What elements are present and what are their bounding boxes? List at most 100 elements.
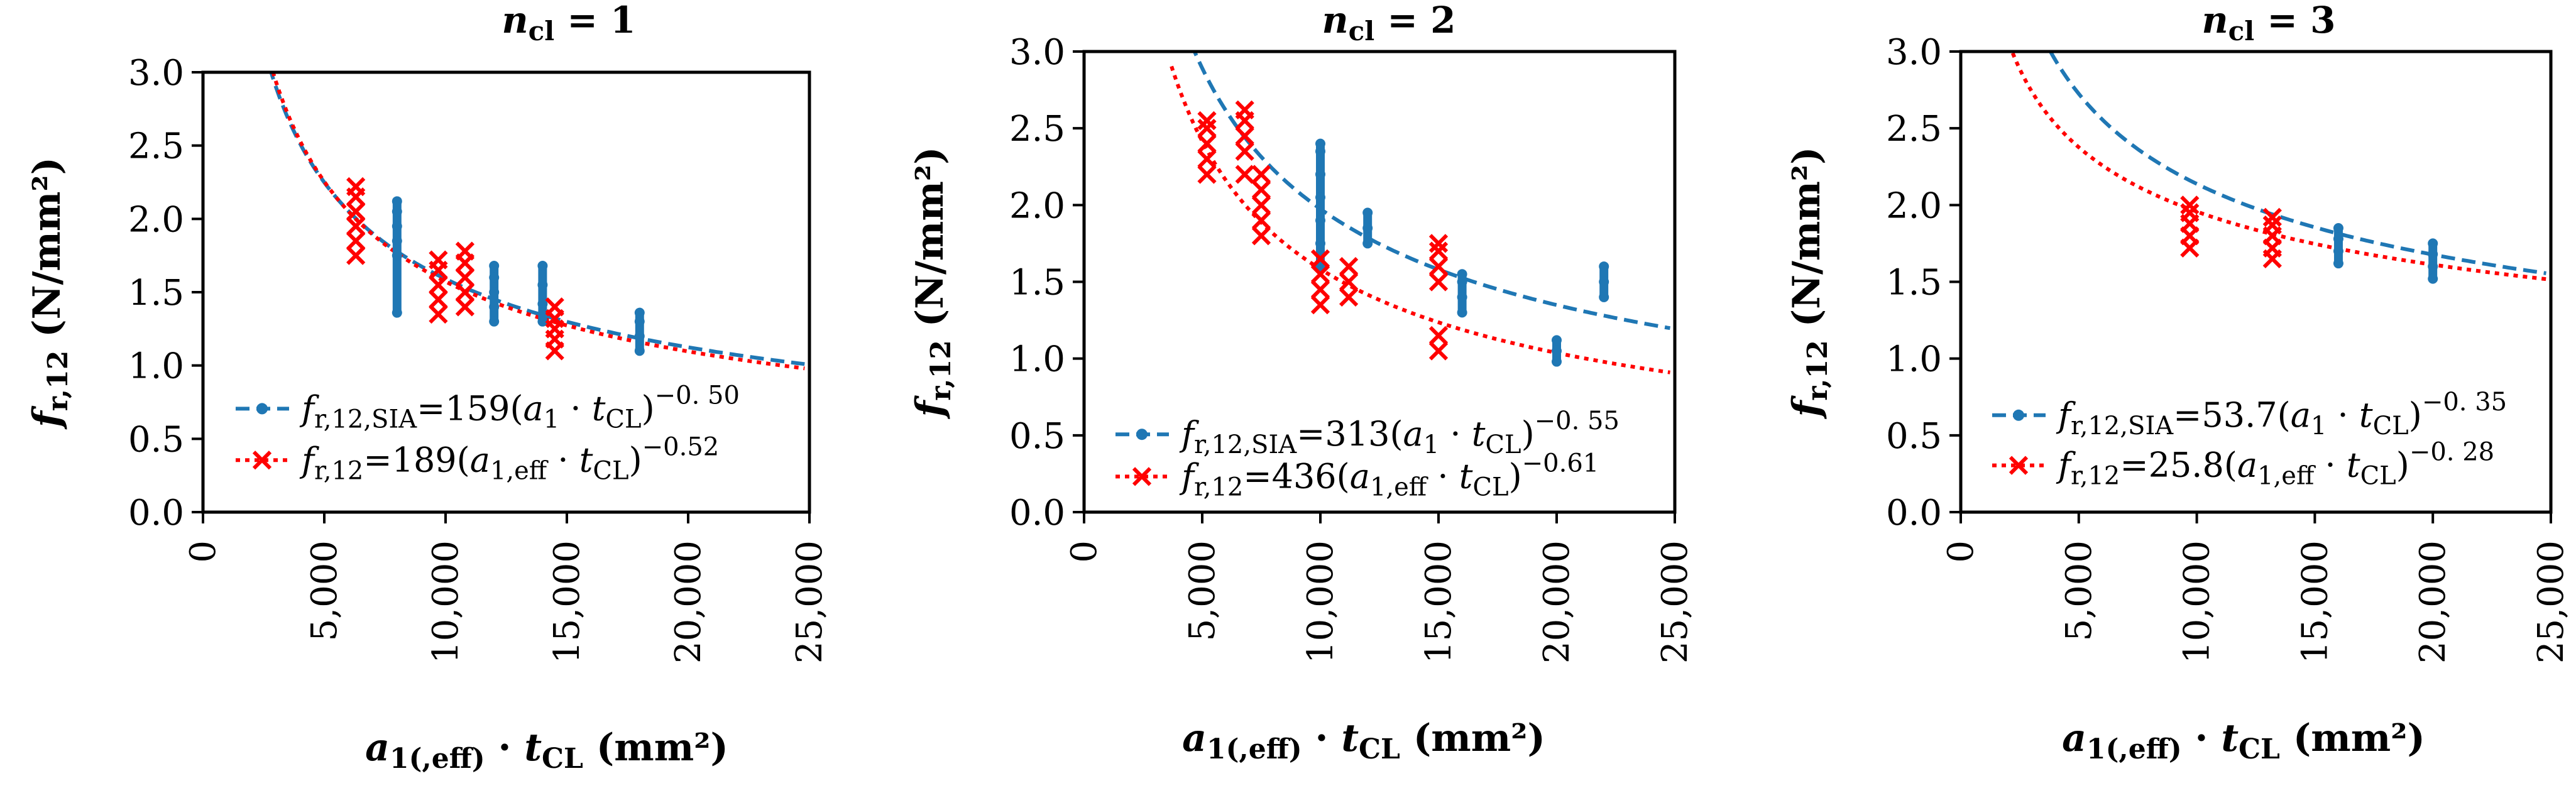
fit-curve-sia (269, 72, 805, 366)
legend-sub: CL (1472, 473, 1508, 501)
label-unit: (N/mm²) (25, 157, 69, 351)
legend-coef: =25.8( (2120, 446, 2237, 485)
legend-mid: · (2327, 395, 2359, 435)
label-var: t (524, 726, 542, 770)
data-point (489, 316, 500, 327)
legend-key-sia-marker (1136, 429, 1148, 440)
x-tick-label: 15,000 (547, 540, 588, 664)
x-tick-label: 10,000 (425, 540, 466, 664)
data-point-x (429, 304, 448, 324)
legend-sub: CL (605, 405, 641, 434)
legend-var: t (2347, 446, 2360, 485)
data-point-x (1428, 241, 1449, 261)
fit-curve-sia (2048, 52, 2546, 275)
legend-sub: CL (593, 456, 628, 485)
label-var: t (2221, 716, 2239, 760)
data-point (1457, 276, 1467, 287)
label-sub: CL (2239, 733, 2280, 765)
legend-mid: · (1427, 456, 1459, 496)
data-point (392, 196, 402, 207)
label-sub: r,12 (1802, 340, 1834, 401)
label-mid: · (1302, 716, 1342, 760)
data-point (537, 261, 548, 271)
label-var: a (1182, 716, 1207, 760)
data-point (2428, 261, 2438, 272)
chart-title: ncl = 3 (2201, 0, 2335, 46)
data-point-x (1251, 165, 1271, 184)
x-tick-label: 5,000 (304, 540, 345, 641)
data-point-x (2180, 203, 2200, 222)
data-point (489, 302, 500, 312)
x-tick-label: 25,000 (2531, 540, 2572, 664)
label-unit: (N/mm²) (1785, 146, 1829, 340)
y-tick-label: 0.0 (1886, 493, 1942, 533)
data-point-x (455, 297, 475, 317)
legend-sub: CL (2360, 462, 2396, 491)
x-tick-label: 0 (1941, 540, 1981, 563)
data-point-x (1310, 265, 1330, 284)
legend-var: t (2359, 395, 2373, 435)
title-sub: cl (529, 16, 555, 46)
x-tick-label: 0 (183, 540, 224, 563)
data-point (2333, 246, 2343, 256)
data-point-x (1235, 100, 1254, 119)
x-tick-label: 15,000 (2294, 540, 2335, 664)
data-point (1552, 335, 1562, 346)
legend-var: t (579, 440, 593, 479)
data-point (1315, 169, 1325, 180)
label-mid: · (485, 726, 525, 770)
data-point (634, 331, 645, 341)
title-var: n (1322, 0, 1348, 41)
chart-panel-3: ncl = 3 0.0 0.5 1.0 1.5 2.0 2.5 3.0 0 5,000 10,000… (1785, 0, 2572, 765)
data-point-x (1339, 287, 1359, 307)
legend-box (1103, 402, 1656, 503)
data-point-x (2262, 215, 2282, 235)
chart-title: ncl = 2 (1322, 0, 1455, 46)
legend-box (223, 369, 701, 492)
legend-close: ) (629, 440, 642, 479)
y-axis-label: fr,12 (N/mm²) (1785, 146, 1834, 419)
y-tick-label: 1.0 (1009, 339, 1065, 380)
legend-sub: 1 (1423, 430, 1439, 459)
legend-text: fr,12,SIA=313(a1 · tCL)−0. 55 (1179, 407, 1620, 459)
data-point (634, 307, 645, 318)
data-point-x (1339, 256, 1359, 276)
y-tick-label: 3.0 (1886, 32, 1942, 73)
y-tick-label: 1.5 (1009, 263, 1065, 304)
data-point-x (455, 282, 475, 302)
legend-coef: =53.7( (2173, 395, 2291, 435)
data-point-x (1310, 249, 1330, 268)
label-unit: (mm²) (583, 726, 728, 770)
data-point-x (2262, 207, 2282, 227)
legend-mid: · (1439, 414, 1472, 454)
data-point-x (1197, 119, 1217, 138)
legend-key-exp-marker (1132, 467, 1152, 486)
y-tick-label: 1.0 (1886, 339, 1942, 380)
x-tick-label: 20,000 (1537, 540, 1577, 664)
data-point-x (2180, 195, 2200, 215)
legend-sub: 1,eff (2257, 462, 2316, 491)
y-tick-label: 1.0 (128, 346, 184, 387)
label-unit: (mm²) (2280, 716, 2425, 760)
data-point-x (1197, 149, 1217, 169)
legend-sub: 1,eff (1370, 473, 1428, 501)
legend-text: fr,12=436(a1,eff · tCL)−0.61 (1179, 449, 1599, 501)
data-point-x (429, 250, 448, 270)
legend-text: fr,12=25.8(a1,eff · tCL)−0. 28 (2056, 438, 2494, 491)
data-point (537, 316, 548, 327)
data-point (1552, 346, 1562, 356)
data-point (2333, 234, 2343, 244)
legend-var: a (1403, 414, 1423, 454)
legend-sub: CL (2373, 412, 2409, 440)
data-point-x (1251, 226, 1271, 246)
y-tick-label: 2.0 (1886, 185, 1942, 226)
data-point-x (1428, 272, 1449, 292)
y-tick-label: 3.0 (128, 53, 184, 94)
data-point (1315, 215, 1325, 226)
data-point (2428, 238, 2438, 249)
legend-exp: −0. 50 (655, 381, 740, 410)
data-point-x (1428, 325, 1449, 346)
legend-coef: =313( (1296, 414, 1403, 454)
label-sub: 1(,eff) (390, 743, 485, 775)
data-point-x (1235, 141, 1254, 161)
